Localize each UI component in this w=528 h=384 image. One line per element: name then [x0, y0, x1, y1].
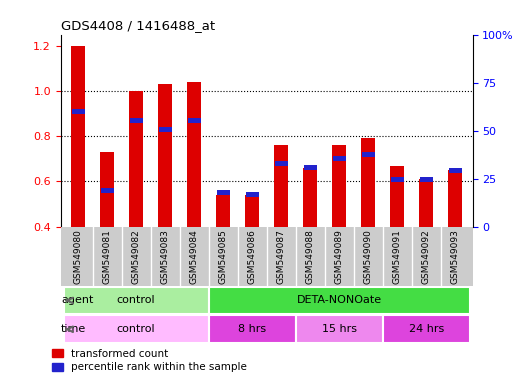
- Bar: [246, 192, 259, 197]
- Text: GDS4408 / 1416488_at: GDS4408 / 1416488_at: [61, 19, 215, 32]
- Text: GSM549086: GSM549086: [248, 230, 257, 285]
- Text: GSM549093: GSM549093: [451, 230, 460, 285]
- Bar: [362, 152, 375, 157]
- Bar: [274, 145, 288, 227]
- Text: control: control: [117, 295, 155, 306]
- Text: GSM549087: GSM549087: [277, 230, 286, 285]
- Bar: [275, 161, 288, 166]
- Text: GSM549090: GSM549090: [364, 230, 373, 285]
- Bar: [449, 167, 461, 172]
- Bar: [419, 179, 433, 227]
- Bar: [245, 195, 259, 227]
- Bar: [101, 188, 114, 193]
- Bar: [303, 168, 317, 227]
- Bar: [158, 84, 172, 227]
- Bar: [448, 170, 463, 227]
- Bar: [383, 316, 470, 343]
- Text: GSM549082: GSM549082: [131, 230, 140, 284]
- Bar: [296, 316, 383, 343]
- Bar: [332, 145, 346, 227]
- Text: GSM549089: GSM549089: [335, 230, 344, 285]
- Text: GSM549084: GSM549084: [190, 230, 199, 284]
- Text: GSM549080: GSM549080: [73, 230, 82, 285]
- Bar: [158, 127, 172, 132]
- Bar: [63, 316, 209, 343]
- Bar: [63, 286, 209, 314]
- Bar: [71, 46, 86, 227]
- Text: GSM549085: GSM549085: [219, 230, 228, 285]
- Text: GSM549092: GSM549092: [422, 230, 431, 284]
- Bar: [72, 109, 84, 114]
- Legend: transformed count, percentile rank within the sample: transformed count, percentile rank withi…: [52, 349, 247, 372]
- Bar: [187, 82, 201, 227]
- Bar: [361, 139, 375, 227]
- Text: 15 hrs: 15 hrs: [322, 324, 356, 334]
- Text: GSM549083: GSM549083: [161, 230, 169, 285]
- Text: control: control: [117, 324, 155, 334]
- Text: time: time: [61, 324, 86, 334]
- Bar: [129, 91, 144, 227]
- Text: 8 hrs: 8 hrs: [238, 324, 266, 334]
- Text: GSM549081: GSM549081: [102, 230, 111, 285]
- Bar: [209, 316, 296, 343]
- Bar: [216, 190, 230, 195]
- Text: agent: agent: [61, 295, 93, 306]
- Bar: [390, 166, 404, 227]
- Text: GSM549088: GSM549088: [306, 230, 315, 285]
- Bar: [187, 118, 201, 123]
- Bar: [304, 166, 317, 170]
- Bar: [333, 156, 346, 161]
- Bar: [391, 177, 404, 182]
- Text: 24 hrs: 24 hrs: [409, 324, 444, 334]
- Bar: [209, 286, 470, 314]
- Bar: [100, 152, 115, 227]
- Bar: [129, 118, 143, 123]
- Bar: [216, 195, 230, 227]
- Text: DETA-NONOate: DETA-NONOate: [297, 295, 382, 306]
- Text: GSM549091: GSM549091: [393, 230, 402, 285]
- Bar: [420, 177, 432, 182]
